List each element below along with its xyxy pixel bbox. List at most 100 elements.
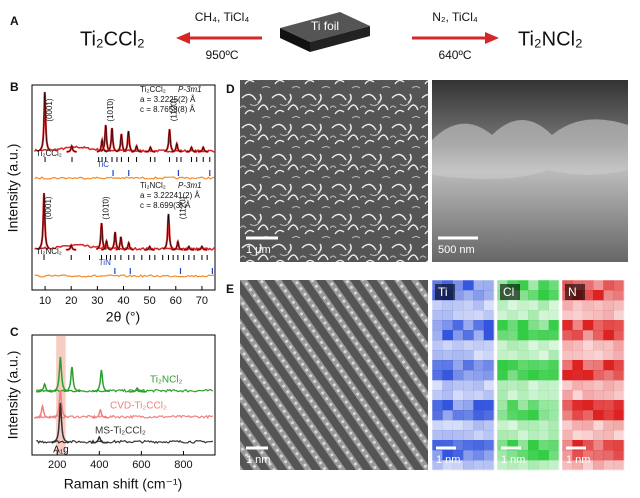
map-pixel <box>452 290 464 301</box>
panel-label: A <box>10 14 19 28</box>
raman-peak <box>91 408 109 419</box>
map-pixel <box>528 330 539 341</box>
map-pixel <box>442 450 453 461</box>
map-pixel <box>463 340 474 351</box>
peak-label: (0001) <box>45 98 54 121</box>
peak-fit <box>172 240 183 251</box>
map-pixel <box>572 390 583 401</box>
map-pixel <box>603 380 614 391</box>
map-pixel <box>473 350 484 361</box>
map-pixel <box>483 430 495 441</box>
map-pixel <box>528 310 539 321</box>
map-pixel <box>572 330 583 341</box>
map-pixel <box>452 450 464 461</box>
map-pixel <box>432 430 443 441</box>
map-pixel <box>432 440 443 451</box>
map-pixel <box>538 390 549 401</box>
map-pixel <box>442 360 453 371</box>
map-pixel <box>507 370 518 381</box>
peak-fit <box>186 146 197 153</box>
map-pixel <box>507 460 518 471</box>
map-pixel <box>432 410 443 421</box>
raman-peak <box>93 369 110 393</box>
y-axis-label: Intensity (a.u.) <box>5 351 21 440</box>
map-pixel <box>483 290 495 301</box>
map-pixel <box>548 330 560 341</box>
map-pixel <box>562 350 573 361</box>
map-pixel <box>582 320 594 331</box>
map-pixel <box>593 300 604 311</box>
spectrum-baseline <box>36 439 213 445</box>
scale-label: 1 nm <box>436 454 460 466</box>
peak-fit <box>66 145 77 153</box>
arrow-head <box>176 32 190 44</box>
lattice-c: c = 8.699(3) Å <box>140 201 191 210</box>
map-pixel <box>528 320 539 331</box>
raman-peak <box>128 386 146 393</box>
map-pixel <box>497 360 508 371</box>
map-background <box>496 279 560 471</box>
map-pixel <box>593 330 604 341</box>
scale-label: 1 nm <box>566 454 590 466</box>
map-pixel <box>582 410 594 421</box>
map-pixel <box>613 460 625 471</box>
y-axis-label: Intensity (a.u.) <box>5 144 21 233</box>
map-pixel <box>603 340 614 351</box>
map-pixel <box>593 430 604 441</box>
map-pixel <box>548 300 560 311</box>
map-pixel <box>517 310 529 321</box>
map-pixel <box>562 450 573 461</box>
map-pixel <box>452 300 464 311</box>
map-pixel <box>603 390 614 401</box>
peak-fit <box>38 192 50 249</box>
map-pixel <box>507 450 518 461</box>
map-pixel <box>473 420 484 431</box>
map-pixel <box>452 400 464 411</box>
map-pixel <box>603 400 614 411</box>
panel-label: B <box>10 80 19 94</box>
map-pixel <box>517 460 529 471</box>
map-pixel <box>452 370 464 381</box>
map-pixel <box>463 290 474 301</box>
map-pixel <box>582 310 594 321</box>
phase-formula: Ti₂CCl₂ <box>140 85 166 94</box>
map-pixel <box>613 370 625 381</box>
foil-side <box>310 26 370 52</box>
map-pixel <box>473 360 484 371</box>
map-pixel <box>562 400 573 411</box>
map-pixel <box>497 460 508 471</box>
map-pixel <box>442 300 453 311</box>
map-pixel <box>603 450 614 461</box>
raman-peak <box>90 435 108 444</box>
map-pixel <box>483 420 495 431</box>
map-pixel <box>442 420 453 431</box>
map-pixel <box>603 410 614 421</box>
map-pixel <box>582 430 594 441</box>
map-pixel <box>507 360 518 371</box>
map-pixel <box>507 300 518 311</box>
map-pixel <box>548 450 560 461</box>
map-pixel <box>452 390 464 401</box>
x-tick-label: 400 <box>90 459 108 471</box>
map-pixel <box>507 320 518 331</box>
map-pixel <box>463 360 474 371</box>
trace-label: Ti₂CCl₂ <box>36 149 62 158</box>
map-pixel <box>528 290 539 301</box>
map-pixel <box>562 390 573 401</box>
map-pixel <box>548 320 560 331</box>
map-pixel <box>548 280 560 291</box>
map-pixel <box>473 390 484 401</box>
map-pixel <box>507 390 518 401</box>
map-pixel <box>538 280 549 291</box>
map-pixel <box>582 340 594 351</box>
map-pixel <box>572 450 583 461</box>
map-pixel <box>603 290 614 301</box>
map-pixel <box>497 430 508 441</box>
map-pixel <box>538 300 549 311</box>
map-pixel <box>473 280 484 291</box>
spectrum-label: MS-Ti₂CCl₂ <box>95 426 146 437</box>
map-pixel <box>593 290 604 301</box>
map-pixel <box>473 370 484 381</box>
map-pixel <box>613 390 625 401</box>
